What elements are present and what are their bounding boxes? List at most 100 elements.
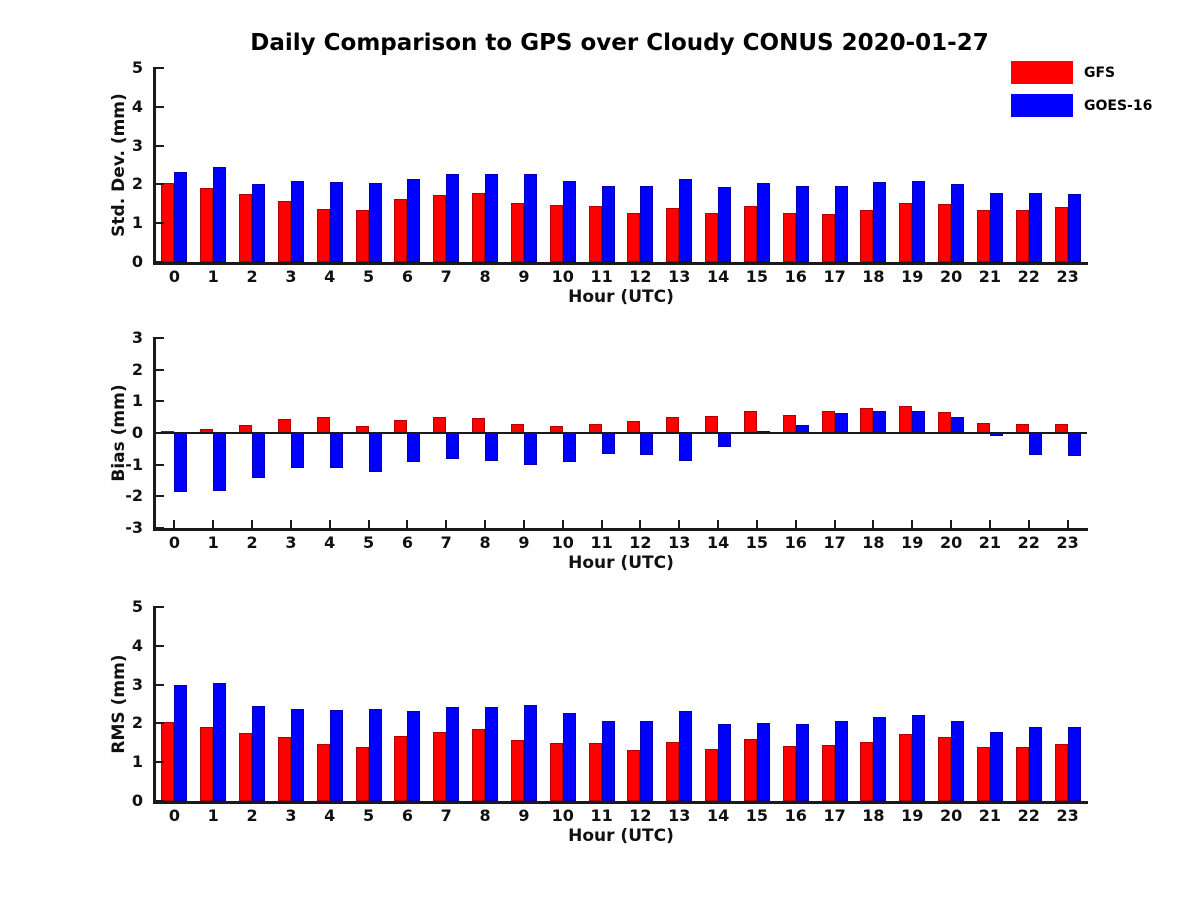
bar-gfs-h5	[355, 747, 369, 801]
x-tick-label: 6	[401, 267, 413, 286]
x-tick-label: 19	[901, 533, 924, 552]
y-tick-label: -1	[125, 454, 143, 474]
bar-goes16-h22	[1028, 193, 1042, 262]
bar-gfs-h13	[666, 742, 680, 801]
y-tick-mark	[156, 761, 164, 764]
x-tick-label: 20	[939, 267, 963, 286]
bar-goes16-h21	[989, 731, 1003, 801]
y-tick-label: 3	[131, 135, 143, 155]
bar-goes16-h0	[174, 685, 188, 801]
zero-line	[155, 432, 1087, 434]
y-tick-label: 0	[131, 791, 143, 810]
bar-gfs-h19	[899, 733, 913, 801]
y-tick-label: 5	[131, 58, 143, 77]
bar-gfs-h16	[782, 745, 796, 801]
y-tick-label: 1	[131, 391, 143, 411]
x-tick-mark	[251, 520, 254, 528]
bar-goes16-h3	[290, 181, 304, 262]
x-tick-label: 17	[823, 533, 846, 552]
y-tick-label: 2	[131, 174, 143, 194]
bar-gfs-h2	[239, 732, 253, 801]
bar-goes16-h16	[795, 723, 809, 801]
x-tick-label: 3	[285, 806, 297, 825]
x-tick-mark	[406, 520, 409, 528]
x-tick-mark	[794, 520, 797, 528]
x-tick-mark	[872, 520, 875, 528]
bar-gfs-h19	[899, 203, 913, 262]
x-tick-label: 1	[207, 533, 219, 552]
x-tick-label: 16	[784, 806, 807, 825]
x-tick-label: 1	[207, 267, 219, 286]
y-tick-label: 3	[131, 328, 143, 347]
bar-goes16-h19	[912, 180, 926, 262]
y-tick-label: 1	[131, 752, 143, 772]
y-tick-mark	[156, 722, 164, 725]
bar-gfs-h20	[938, 204, 952, 262]
goes16-color-swatch	[1011, 94, 1073, 117]
bar-gfs-h4	[316, 743, 330, 801]
bar-gfs-h21	[976, 210, 990, 262]
bar-goes16-h8	[485, 707, 499, 801]
bar-gfs-h10	[549, 205, 563, 262]
bar-goes16-h15	[756, 722, 770, 801]
x-tick-label: 6	[401, 806, 413, 825]
bar-goes16-h9	[523, 705, 537, 801]
bar-gfs-h23	[1054, 744, 1068, 801]
bar-gfs-h6	[394, 735, 408, 801]
x-tick-label: 10	[551, 267, 574, 286]
bar-gfs-h18	[860, 741, 874, 801]
bar-goes16-h21	[989, 192, 1003, 262]
y-tick-mark	[156, 527, 164, 529]
bar-gfs-h21	[976, 746, 990, 801]
bar-gfs-h22	[1015, 746, 1029, 801]
x-tick-label: 13	[668, 267, 691, 286]
y-tick-mark	[156, 400, 164, 403]
y-tick-mark	[156, 800, 164, 802]
x-tick-mark	[212, 520, 215, 528]
x-tick-label: 10	[551, 533, 574, 552]
bar-goes16-h0	[174, 171, 188, 262]
bar-gfs-h6	[394, 199, 408, 262]
y-tick-label: 2	[131, 359, 143, 379]
y-tick-label: 2	[131, 713, 143, 733]
bar-gfs-h15	[743, 206, 757, 262]
bar-goes16-h5	[368, 183, 382, 262]
bar-goes16-h4	[329, 182, 343, 262]
bar-goes16-h18	[873, 182, 887, 262]
bar-gfs-h17	[821, 745, 835, 801]
y-tick-mark	[156, 644, 164, 647]
x-tick-mark	[367, 520, 370, 528]
x-axis-line	[153, 262, 1088, 265]
bar-gfs-h2	[239, 194, 253, 262]
x-tick-label: 12	[629, 806, 652, 825]
x-tick-label: 5	[363, 806, 375, 825]
bar-goes16-h19	[912, 715, 926, 801]
x-tick-label: 4	[324, 533, 336, 552]
x-axis-line	[153, 801, 1088, 804]
y-tick-mark	[156, 222, 164, 225]
bar-goes16-h7	[446, 173, 460, 262]
x-tick-label: 5	[363, 533, 375, 552]
x-tick-label: 18	[862, 267, 885, 286]
x-tick-label: 1	[207, 806, 219, 825]
y-tick-mark	[156, 495, 164, 498]
x-tick-label: 14	[706, 267, 730, 286]
bar-goes16-h18	[873, 717, 887, 801]
bar-goes16-h9	[523, 174, 537, 262]
y-tick-label: 0	[131, 252, 143, 271]
legend-label-goes16: GOES-16	[1084, 98, 1153, 114]
x-tick-label: 8	[479, 267, 491, 286]
bar-gfs-h15	[743, 738, 757, 801]
bar-goes16-h1	[213, 683, 227, 801]
y-tick-mark	[156, 368, 164, 371]
x-tick-label: 18	[862, 533, 885, 552]
x-tick-label: 17	[823, 806, 846, 825]
x-tick-label: 13	[668, 533, 691, 552]
x-tick-label: 12	[629, 533, 652, 552]
x-tick-mark	[1027, 520, 1030, 528]
x-tick-mark	[445, 520, 448, 528]
y-tick-label: 3	[131, 674, 143, 694]
